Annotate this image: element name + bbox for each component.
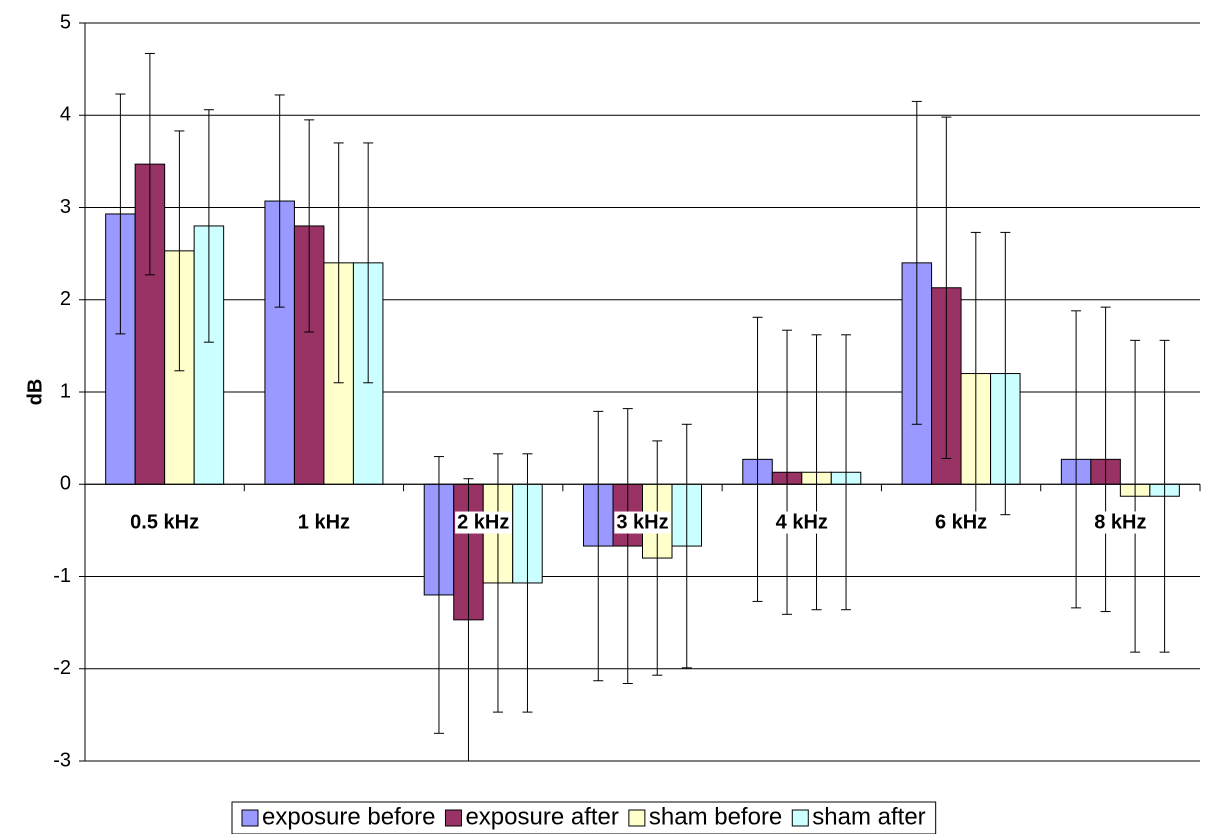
legend-label: sham after [812, 803, 925, 830]
error-bar [333, 142, 344, 384]
legend-label: exposure before [262, 803, 435, 830]
label-background [128, 511, 202, 534]
legend-swatch [241, 809, 259, 827]
label-background [295, 511, 353, 534]
error-bar [144, 52, 155, 276]
label-background [773, 511, 830, 534]
y-axis-title: dB [24, 379, 46, 406]
legend-label: exposure after [465, 803, 618, 830]
y-tick-label: 1 [60, 380, 71, 402]
legend-label: sham before [649, 803, 782, 830]
error-bar [941, 116, 952, 459]
error-bar [115, 93, 126, 335]
error-bar [1000, 231, 1011, 516]
error-bar [1071, 310, 1082, 609]
x-tick-label: 8 kHz [1094, 512, 1146, 534]
x-tick-label: 3 kHz [616, 512, 668, 534]
y-tick-label: 2 [60, 288, 71, 310]
error-bar [363, 142, 374, 384]
error-bar [203, 109, 214, 343]
error-bar [752, 316, 763, 602]
error-bar [522, 453, 533, 713]
error-bar [1159, 339, 1170, 653]
y-tick-label: 4 [60, 104, 71, 126]
legend-swatch [628, 809, 646, 827]
error-bar [274, 94, 285, 308]
label-background [932, 511, 990, 534]
y-tick-label: -2 [53, 657, 71, 679]
error-bar [174, 130, 185, 372]
legend-frame [231, 801, 937, 835]
error-bar [492, 453, 503, 713]
legend: exposure before exposure after sham before… [231, 801, 937, 835]
x-tick-label: 1 kHz [298, 512, 350, 534]
label-background [614, 511, 671, 534]
error-bar [911, 100, 922, 425]
error-bar [1130, 339, 1141, 653]
x-tick-label: 6 kHz [935, 512, 987, 534]
label-background [1092, 511, 1149, 534]
legend-swatch [444, 809, 462, 827]
y-tick-label: -3 [53, 749, 71, 771]
y-tick-label: 0 [60, 473, 71, 495]
error-bar [652, 440, 663, 676]
legend-swatch [791, 809, 809, 827]
error-bar [593, 410, 604, 682]
error-bar [841, 334, 852, 611]
error-bar [811, 334, 822, 611]
error-bar [681, 423, 692, 669]
y-tick-label: 5 [60, 11, 71, 33]
label-background [455, 511, 512, 534]
y-tick-label: -1 [53, 565, 71, 587]
error-bar [622, 408, 633, 685]
x-tick-label: 4 kHz [776, 512, 828, 534]
error-bar [433, 456, 444, 734]
x-tick-label: 2 kHz [457, 512, 509, 534]
error-bar [1100, 306, 1111, 613]
x-tick-label: 0.5 kHz [130, 512, 199, 534]
error-bar [782, 329, 793, 615]
error-bar [304, 119, 315, 333]
y-tick-label: 3 [60, 196, 71, 218]
